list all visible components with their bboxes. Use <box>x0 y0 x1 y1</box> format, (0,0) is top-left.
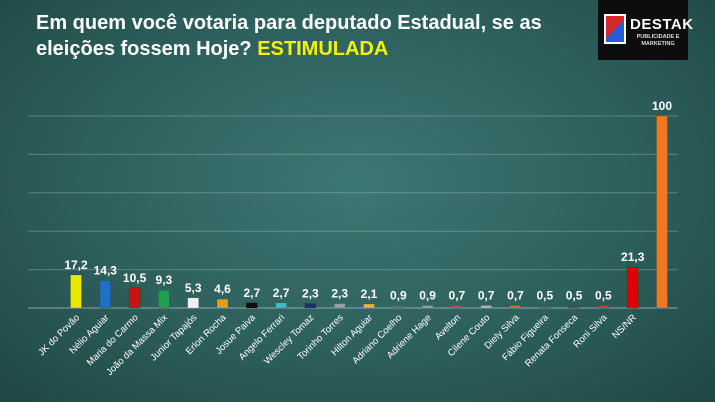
value-label: 10,5 <box>123 271 147 285</box>
value-label: 0,7 <box>449 289 466 303</box>
bar <box>568 305 580 309</box>
bar <box>216 298 229 309</box>
value-label: 9,3 <box>156 273 173 287</box>
value-label: 0,9 <box>390 289 407 303</box>
bar <box>421 305 434 309</box>
bar <box>128 287 141 309</box>
chart-value-labels: 17,2 14,3 10,5 9,3 5,3 4,6 2,7 2,7 2,3 2,3 2,1 0,9 0… <box>64 99 672 303</box>
chart-title-highlight: ESTIMULADA <box>257 38 389 60</box>
value-label: 14,3 <box>94 264 118 278</box>
bar <box>539 305 551 309</box>
value-label: 0,5 <box>536 289 553 303</box>
bar <box>597 305 610 309</box>
logo-name: DESTAK <box>630 16 694 33</box>
value-label: 4,6 <box>214 282 231 296</box>
bar <box>509 305 522 309</box>
value-label: 0,5 <box>595 289 612 303</box>
value-label: 0,9 <box>419 289 436 303</box>
bar <box>451 305 463 309</box>
value-label: 17,2 <box>64 258 88 272</box>
chart-title: Em quem você votaria para deputado Estad… <box>36 10 596 62</box>
logo-tagline: PUBLICIDADE E MARKETING <box>636 34 680 47</box>
category-label: Maria do Carmo <box>85 312 141 368</box>
value-label: 5,3 <box>185 281 202 295</box>
logo-mark-icon <box>604 14 626 44</box>
chart-bars <box>70 115 668 309</box>
bar <box>304 303 317 309</box>
value-label: 0,5 <box>566 289 583 303</box>
category-label: NS/NR <box>610 312 639 341</box>
value-label: 0,7 <box>507 289 524 303</box>
value-label: 2,1 <box>361 287 378 301</box>
value-label: 21,3 <box>621 250 645 264</box>
bar <box>187 297 199 309</box>
destak-logo: DESTAK PUBLICIDADE E MARKETING <box>598 0 693 60</box>
bar <box>275 302 287 309</box>
value-label: 2,7 <box>243 286 260 300</box>
value-label: 0,7 <box>478 289 495 303</box>
bar <box>99 280 112 309</box>
bar <box>480 305 492 309</box>
bar <box>246 302 258 309</box>
value-label: 2,7 <box>273 286 290 300</box>
bar <box>626 266 639 309</box>
value-label: 2,3 <box>331 287 348 301</box>
bar <box>656 115 668 309</box>
bar <box>363 303 375 309</box>
bar <box>158 289 170 309</box>
value-label: 2,3 <box>302 287 319 301</box>
value-label: 100 <box>652 99 672 113</box>
chart-title-main: Em quem você votaria para deputado Estad… <box>36 12 542 60</box>
bar <box>333 303 346 309</box>
bar <box>70 274 82 309</box>
bar <box>392 305 405 309</box>
